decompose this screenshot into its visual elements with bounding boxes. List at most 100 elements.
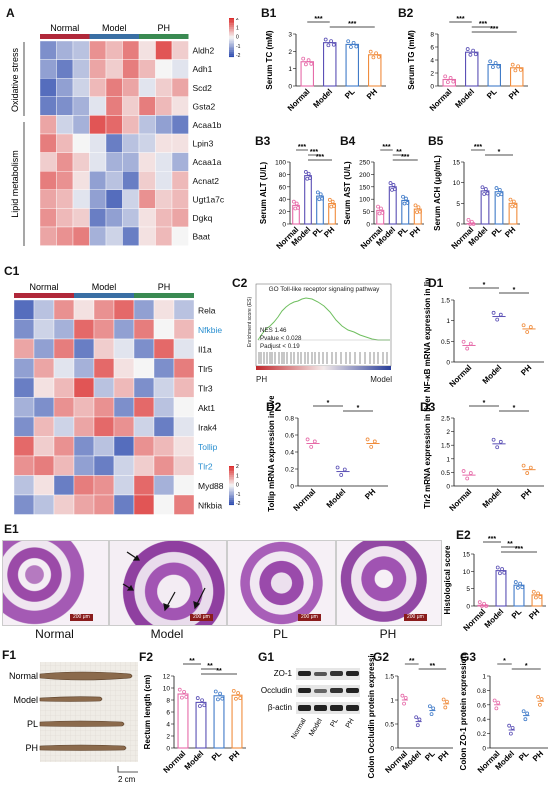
data-point-pl — [499, 192, 504, 197]
model-arrows — [122, 551, 206, 612]
data-point-model — [391, 183, 396, 187]
heatmap-gene-label: Rela — [198, 305, 216, 315]
heatmap-cell — [53, 494, 75, 515]
heatmap-cell — [89, 208, 107, 228]
heatmap-group-bar — [89, 34, 139, 39]
data-point-normal — [446, 80, 450, 84]
x-tick-label: PH — [519, 487, 533, 501]
bar-model — [495, 570, 507, 607]
data-point-normal — [451, 79, 456, 84]
heatmap-cell — [155, 59, 173, 79]
data-point-normal — [301, 56, 306, 61]
data-point-pl — [520, 585, 525, 590]
y-tick-label: 1 — [446, 318, 450, 325]
bar-model — [304, 175, 312, 225]
data-point-normal — [306, 58, 311, 63]
heatmap-cell — [39, 59, 57, 79]
x-tick-label: Model — [481, 363, 504, 386]
heatmap-cell — [13, 299, 35, 320]
y-tick-label: 0 — [482, 746, 486, 753]
panel-label-b1: B1 — [261, 6, 277, 20]
y-tick-label: 6 — [430, 45, 434, 52]
significance-label: * — [503, 658, 506, 665]
x-tick-label: Normal — [286, 87, 312, 113]
heatmap-cell — [171, 40, 189, 60]
heatmap-cell — [13, 397, 35, 418]
y-tick-label: 1.5 — [441, 298, 450, 305]
colon-scale-label: 2 cm — [118, 775, 136, 784]
heatmap-cell — [173, 416, 195, 437]
data-point-model — [491, 437, 496, 442]
data-point-pl — [351, 40, 356, 45]
x-tick-label: Normal — [162, 749, 188, 775]
y-tick-label: 200 — [359, 172, 370, 179]
heatmap-cell — [56, 170, 74, 190]
gsea-title: GO Toll-like receptor signaling pathway — [269, 286, 381, 293]
data-point-normal — [443, 74, 448, 79]
heatmap-gene-label: Acaa1a — [193, 157, 222, 167]
data-point-normal — [461, 339, 466, 344]
heatmap-gene-label: Tollip — [198, 442, 218, 452]
data-point-model — [465, 47, 470, 51]
heatmap-cell — [138, 96, 156, 116]
data-point-ph — [445, 699, 449, 704]
data-point-pl — [405, 201, 410, 205]
bar-pl — [213, 695, 225, 749]
colon-photo: Normal Model PL PH 2 cm — [9, 662, 138, 784]
significance-label: *** — [382, 144, 390, 151]
y-tick-label: 0 — [446, 360, 450, 367]
x-tick-label: PH — [436, 749, 450, 763]
heatmap-cell — [93, 338, 115, 359]
significance-label: * — [498, 149, 501, 156]
data-point-model — [495, 445, 500, 450]
heatmap-cell — [171, 226, 189, 246]
heatmap-legend-tick: -1 — [236, 492, 241, 498]
data-point-pl — [315, 190, 320, 195]
data-point-model — [510, 725, 515, 730]
heatmap-legend-tick: 2 — [236, 18, 239, 22]
significance-label: ** — [216, 668, 222, 675]
x-tick-label: Model — [483, 607, 506, 630]
heatmap-cell — [153, 299, 175, 320]
y-tick-label: 1 — [482, 674, 486, 681]
heatmap-legend-swatch — [229, 489, 234, 491]
data-point-pl — [525, 711, 530, 716]
data-point-model — [198, 704, 202, 708]
heatmap-cell — [133, 455, 155, 476]
heatmap-cell — [138, 40, 156, 60]
data-point-pl — [401, 194, 405, 199]
y-axis-label: Serum ALT (U/L) — [259, 162, 268, 225]
heatmap-cell — [13, 494, 35, 515]
heatmap-legend-swatch — [229, 20, 234, 22]
heatmap-cell — [39, 170, 57, 190]
heatmap-group-label: Model — [92, 282, 117, 292]
data-point-ph — [539, 697, 544, 701]
y-tick-label: 0 — [390, 746, 394, 753]
heatmap-legend-swatch — [229, 501, 234, 503]
y-tick-label: 8 — [166, 698, 170, 705]
y-tick-label: 100 — [275, 160, 286, 167]
panel-label-d3: D3 — [420, 400, 436, 414]
y-tick-label: 1.5 — [385, 674, 394, 681]
data-point-model — [414, 715, 419, 720]
significance-label: *** — [314, 16, 322, 23]
data-point-normal — [466, 217, 471, 222]
data-point-model — [393, 187, 397, 192]
y-tick-label: 0 — [290, 484, 294, 491]
bar-ph — [510, 67, 524, 87]
data-point-ph — [231, 688, 236, 693]
heatmap-cell — [73, 299, 95, 320]
heatmap-cell — [53, 455, 75, 476]
data-point-pl — [494, 186, 499, 190]
data-point-normal — [465, 346, 470, 351]
x-tick-label: PH — [408, 225, 422, 239]
data-point-ph — [525, 471, 530, 475]
y-tick-label: 4 — [430, 58, 434, 65]
heatmap-legend-swatch — [229, 477, 234, 480]
heatmap-cell — [56, 226, 74, 246]
data-point-ph — [510, 62, 515, 67]
heatmap-cell — [73, 319, 95, 340]
heatmap-cell — [133, 299, 155, 320]
y-tick-label: 4 — [166, 722, 170, 729]
heatmap-cell — [133, 397, 155, 418]
